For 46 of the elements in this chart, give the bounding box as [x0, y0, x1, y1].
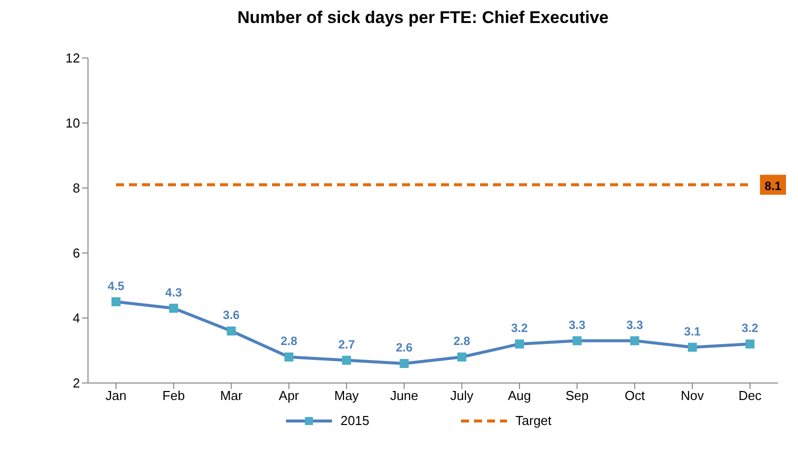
data-label: 2.8	[453, 334, 470, 348]
data-label: 3.1	[684, 324, 702, 338]
x-tick-label: Mar	[220, 388, 244, 404]
x-tick-label: Apr	[278, 388, 300, 404]
x-tick-label: Nov	[680, 388, 704, 404]
x-tick-label: Sep	[566, 388, 589, 404]
x-tick-label: July	[450, 388, 474, 404]
x-tick-label: May	[334, 388, 360, 404]
chart-title: Number of sick days per FTE: Chief Executive	[236, 8, 610, 29]
y-tick-label: 8	[72, 180, 80, 196]
data-label: 8.1	[764, 178, 782, 193]
y-tick-label: 2	[72, 376, 80, 391]
y-tick-label: 10	[66, 116, 80, 131]
point	[342, 356, 352, 365]
point	[572, 336, 582, 346]
point	[457, 352, 466, 362]
point	[688, 342, 697, 352]
data-label: 3.2	[742, 321, 759, 335]
point	[400, 359, 409, 368]
legend-label: Target	[515, 413, 552, 428]
data-label: 2.6	[396, 340, 413, 354]
x-tick-label: Dec	[738, 388, 762, 404]
data-label: 3.3	[626, 318, 644, 332]
point	[630, 336, 640, 346]
legend-label: 2015	[340, 413, 370, 428]
y-tick-label: 4	[72, 310, 80, 326]
point	[226, 326, 236, 336]
x-tick-label: Oct	[624, 388, 646, 404]
data-label: 3.3	[568, 318, 586, 332]
x-tick-label: June	[390, 388, 418, 404]
point	[746, 340, 754, 348]
point	[284, 352, 294, 362]
point	[169, 304, 178, 313]
data-label: 2.7	[338, 337, 356, 352]
point	[514, 340, 524, 348]
point	[112, 297, 120, 306]
x-tick-label: Jan	[106, 388, 126, 404]
data-label: 4.3	[165, 285, 182, 300]
data-label: 3.2	[511, 321, 528, 335]
data-label: 4.5	[108, 278, 125, 293]
y-tick-label: 6	[72, 246, 80, 261]
x-tick-label: Feb	[162, 388, 185, 404]
data-label: 2.8	[280, 334, 298, 348]
data-label: 3.6	[222, 308, 240, 322]
y-tick-label: 12	[66, 50, 80, 66]
x-tick-label: Aug	[508, 388, 532, 404]
